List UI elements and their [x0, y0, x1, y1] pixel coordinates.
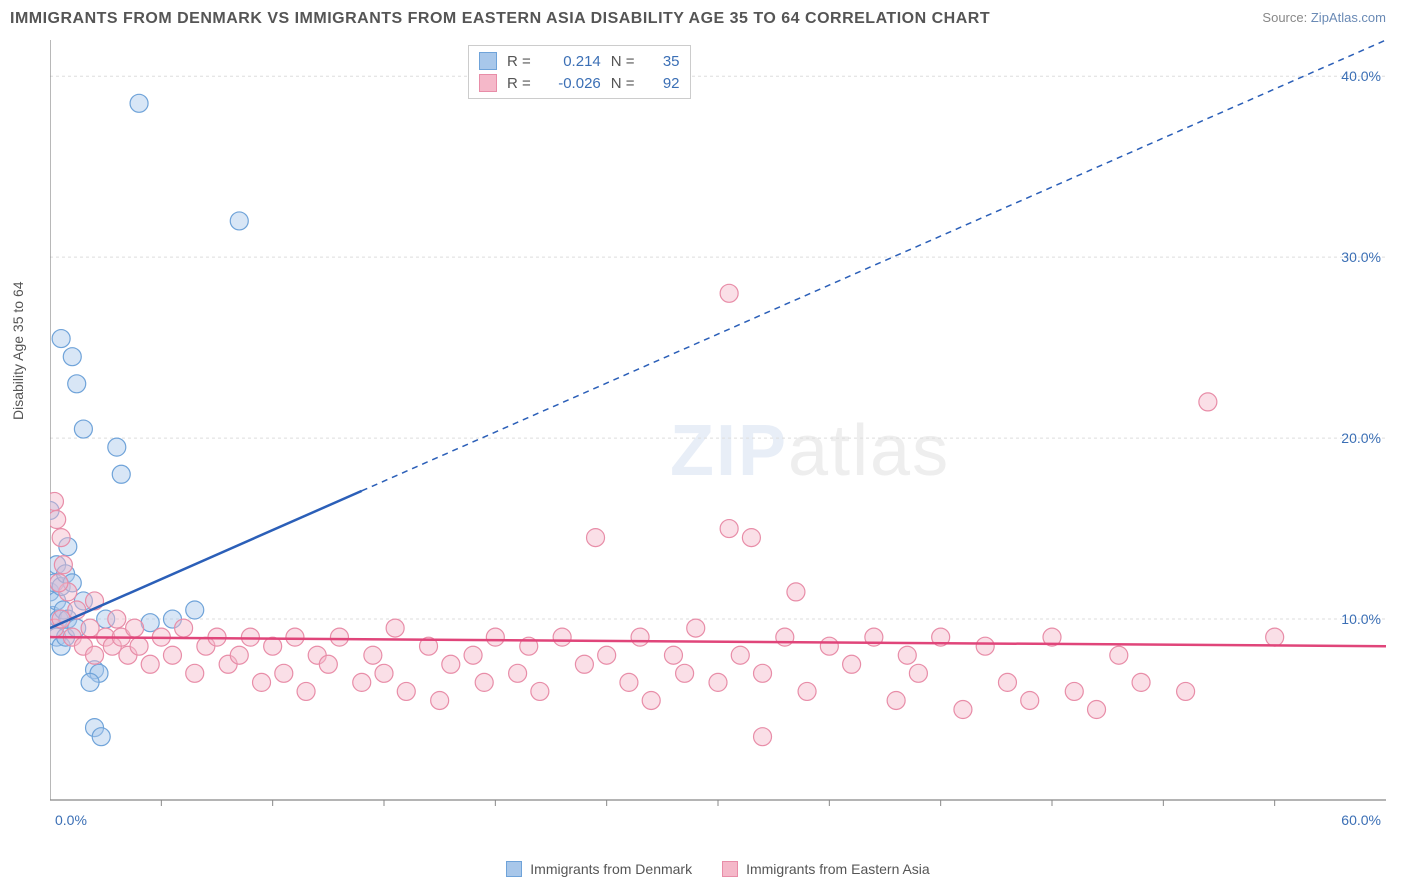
legend-bottom: Immigrants from Denmark Immigrants from …: [50, 861, 1386, 877]
stats-row-series1: R = 0.214 N = 35: [479, 50, 680, 72]
n-label-1: N =: [611, 53, 635, 70]
chart-plot-area: ZIPatlas 10.0%20.0%30.0%40.0%0.0%60.0%: [50, 40, 1386, 840]
stats-swatch-2: [479, 74, 497, 92]
chart-title: IMMIGRANTS FROM DENMARK VS IMMIGRANTS FR…: [10, 10, 990, 28]
n-value-1: 35: [645, 53, 680, 70]
correlation-stats-box: R = 0.214 N = 35 R = -0.026 N = 92: [468, 45, 691, 99]
svg-text:60.0%: 60.0%: [1341, 812, 1381, 828]
svg-text:0.0%: 0.0%: [55, 812, 87, 828]
legend-swatch-2: [722, 861, 738, 877]
source-name: ZipAtlas.com: [1311, 10, 1386, 25]
source-attribution: Source: ZipAtlas.com: [1262, 10, 1386, 25]
y-axis-label: Disability Age 35 to 64: [10, 281, 26, 420]
r-value-1: 0.214: [541, 53, 601, 70]
r-label-2: R =: [507, 75, 531, 92]
svg-text:20.0%: 20.0%: [1341, 430, 1381, 446]
legend-swatch-1: [506, 861, 522, 877]
r-label-1: R =: [507, 53, 531, 70]
svg-text:40.0%: 40.0%: [1341, 68, 1381, 84]
n-label-2: N =: [611, 75, 635, 92]
stats-swatch-1: [479, 52, 497, 70]
r-value-2: -0.026: [541, 75, 601, 92]
stats-row-series2: R = -0.026 N = 92: [479, 72, 680, 94]
chart-svg: 10.0% 20.0% 30.0% 40.0% 0.0% 60.0%: [50, 40, 1386, 840]
n-value-2: 92: [645, 75, 680, 92]
source-label: Source:: [1262, 10, 1307, 25]
legend-label-2: Immigrants from Eastern Asia: [746, 861, 930, 877]
svg-text:30.0%: 30.0%: [1341, 249, 1381, 265]
legend-item-2: Immigrants from Eastern Asia: [722, 861, 930, 877]
svg-text:10.0%: 10.0%: [1341, 611, 1381, 627]
legend-item-1: Immigrants from Denmark: [506, 861, 692, 877]
legend-label-1: Immigrants from Denmark: [530, 861, 692, 877]
